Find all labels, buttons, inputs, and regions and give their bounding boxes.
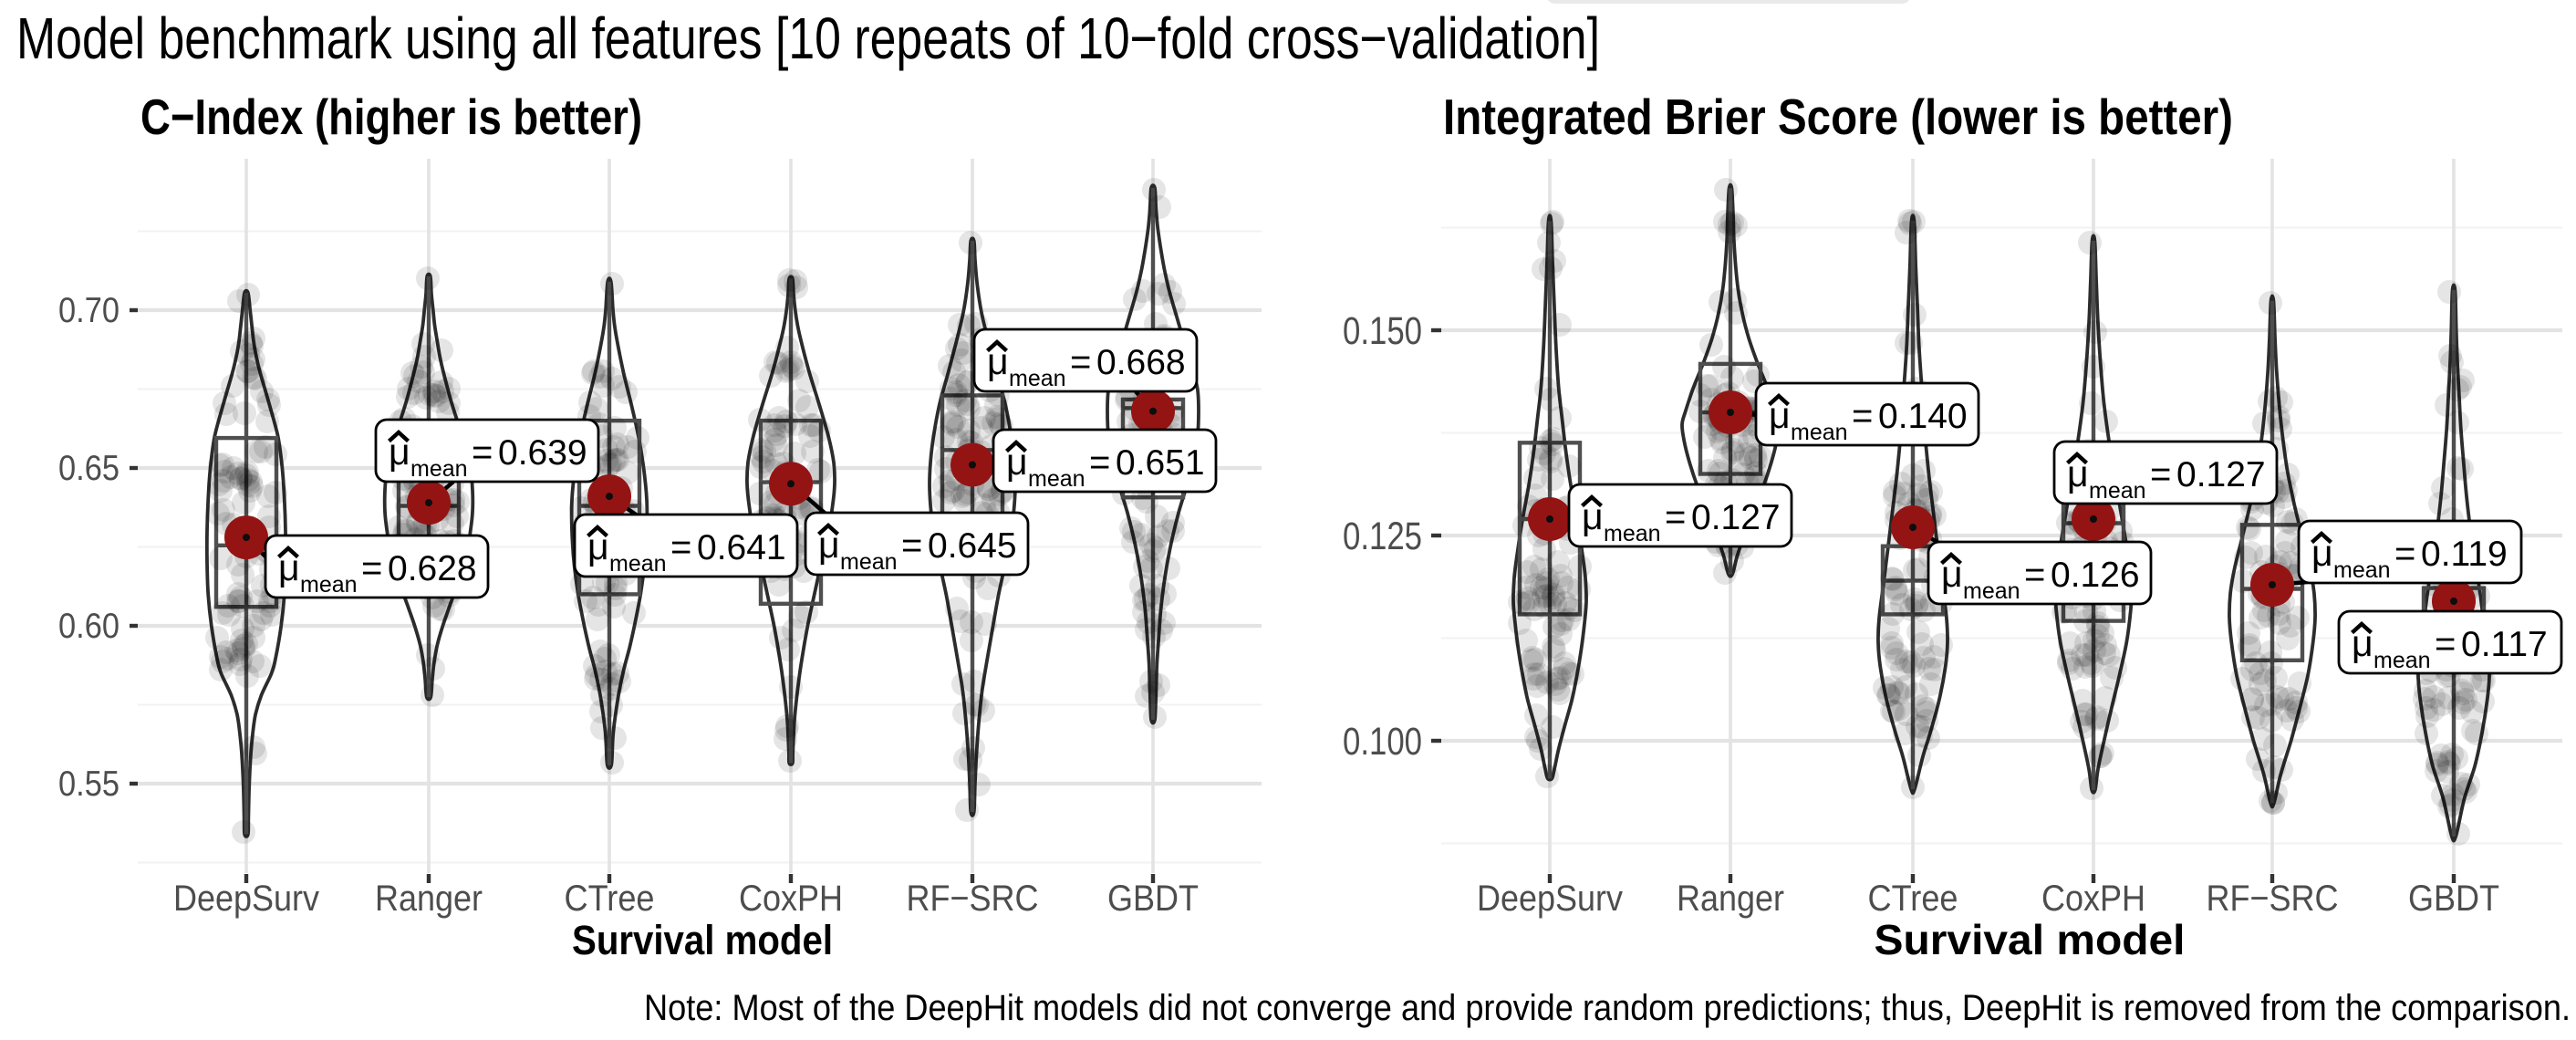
svg-text:DeepSurv: DeepSurv [173, 879, 319, 919]
svg-text:μ: μ [818, 524, 840, 566]
svg-text:=: = [361, 548, 382, 588]
svg-text:Integrated Brier Score (lower: Integrated Brier Score (lower is better) [1443, 88, 2233, 145]
svg-text:mean: mean [1009, 366, 1066, 391]
svg-text:0.150: 0.150 [1343, 309, 1422, 353]
svg-text:C−Index (higher is better): C−Index (higher is better) [140, 88, 642, 145]
svg-text:0.100: 0.100 [1343, 720, 1422, 764]
svg-text:μ: μ [987, 340, 1009, 382]
svg-text:μ: μ [1941, 553, 1963, 595]
svg-text:0.125: 0.125 [1343, 515, 1422, 558]
svg-text:0.126: 0.126 [2051, 556, 2140, 595]
svg-text:0.668: 0.668 [1096, 343, 1186, 382]
svg-text:DeepSurv: DeepSurv [1477, 879, 1623, 919]
svg-text:mean: mean [609, 551, 667, 577]
svg-text:Model benchmark using all feat: Model benchmark using all features [10 r… [16, 5, 1600, 71]
svg-text:CTree: CTree [1868, 879, 1958, 919]
svg-text:0.117: 0.117 [2461, 625, 2548, 664]
svg-text:0.641: 0.641 [697, 528, 786, 567]
svg-text:mean: mean [2373, 648, 2431, 673]
svg-text:GBDT: GBDT [1107, 879, 1199, 919]
svg-text:mean: mean [1028, 466, 1085, 492]
svg-text:mean: mean [1791, 420, 1848, 445]
svg-text:=: = [1852, 396, 1873, 436]
svg-text:μ: μ [1006, 441, 1028, 483]
svg-text:mean: mean [410, 456, 468, 482]
svg-text:μ: μ [2352, 622, 2373, 664]
svg-text:mean: mean [2333, 557, 2391, 583]
svg-text:=: = [1665, 497, 1686, 537]
svg-text:=: = [2024, 555, 2045, 595]
svg-text:μ: μ [278, 546, 300, 588]
svg-text:mean: mean [1963, 578, 2020, 604]
svg-text:Survival model: Survival model [572, 917, 833, 963]
svg-text:μ: μ [1582, 495, 1604, 537]
svg-text:0.645: 0.645 [928, 526, 1017, 566]
svg-text:0.140: 0.140 [1878, 397, 1968, 436]
svg-text:0.55: 0.55 [58, 764, 119, 804]
svg-text:0.628: 0.628 [388, 549, 477, 588]
svg-text:0.127: 0.127 [1691, 498, 1781, 537]
svg-text:mean: mean [840, 549, 898, 575]
svg-text:Ranger: Ranger [375, 879, 483, 919]
svg-text:CoxPH: CoxPH [739, 879, 843, 919]
svg-text:μ: μ [587, 525, 609, 567]
svg-text:=: = [2150, 454, 2171, 494]
svg-text:0.65: 0.65 [58, 449, 119, 488]
svg-text:GBDT: GBDT [2408, 879, 2499, 919]
svg-text:CoxPH: CoxPH [2041, 879, 2145, 919]
svg-text:0.651: 0.651 [1116, 443, 1205, 483]
svg-text:0.60: 0.60 [58, 607, 119, 646]
svg-text:0.639: 0.639 [498, 433, 587, 473]
svg-text:mean: mean [1604, 521, 1661, 546]
svg-text:=: = [1070, 342, 1091, 382]
svg-text:=: = [472, 432, 493, 473]
svg-text:mean: mean [300, 572, 358, 598]
svg-text:=: = [2394, 534, 2415, 574]
svg-text:0.119: 0.119 [2421, 535, 2508, 574]
svg-text:Survival model: Survival model [1875, 916, 2186, 963]
svg-text:0.127: 0.127 [2176, 455, 2266, 494]
svg-text:μ: μ [2067, 452, 2089, 494]
svg-text:RF−SRC: RF−SRC [2207, 879, 2339, 919]
svg-text:CTree: CTree [565, 879, 655, 919]
svg-text:μ: μ [1769, 394, 1791, 436]
svg-text:mean: mean [2089, 478, 2146, 504]
svg-text:=: = [1089, 442, 1110, 483]
svg-text:RF−SRC: RF−SRC [907, 879, 1039, 919]
svg-text:μ: μ [389, 431, 410, 473]
svg-text:=: = [670, 527, 691, 567]
svg-text:=: = [901, 525, 922, 566]
svg-text:Ranger: Ranger [1677, 879, 1784, 919]
svg-text:0.70: 0.70 [58, 291, 119, 330]
svg-text:Note: Most of the DeepHit mode: Note: Most of the DeepHit models did not… [644, 988, 2571, 1028]
svg-text:μ: μ [2311, 532, 2333, 574]
svg-text:=: = [2435, 624, 2456, 664]
